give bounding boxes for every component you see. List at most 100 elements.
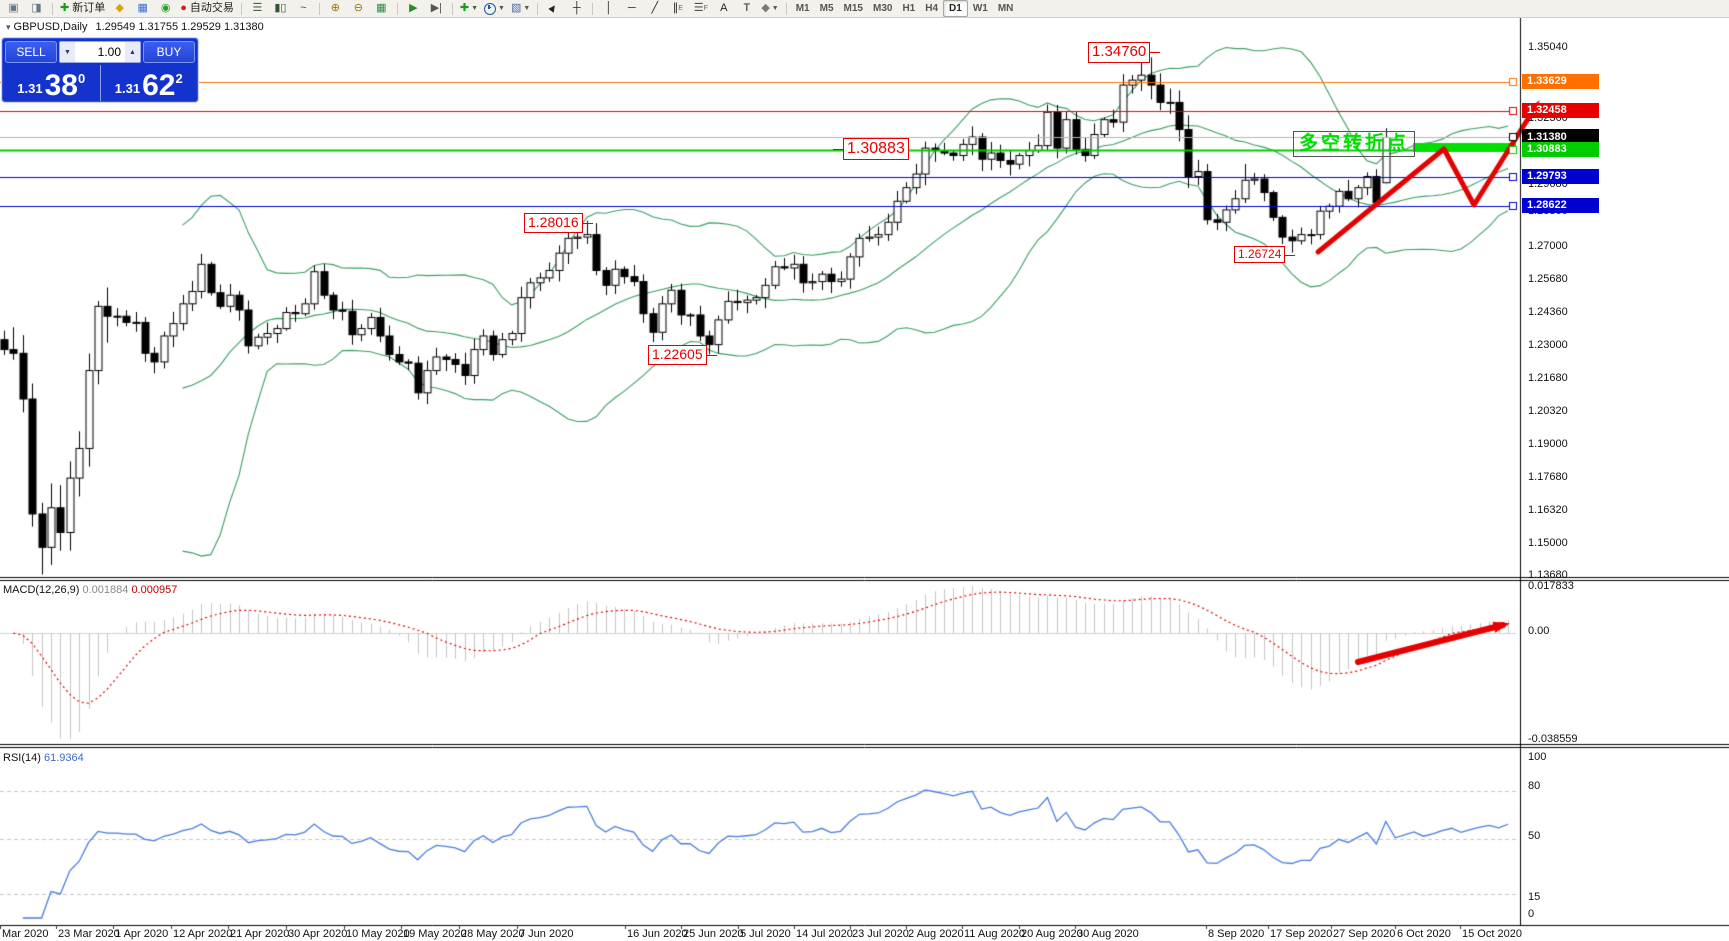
autotrading-label: 自动交易: [189, 2, 234, 14]
new-order-icon: ✚: [60, 2, 70, 14]
fibonacci-button[interactable]: ☰ F: [690, 1, 711, 16]
candlestick-chart-icon: ▮▯: [274, 2, 287, 14]
new-order-button[interactable]: ✚ 新订单: [58, 1, 107, 16]
zoom-out-icon: ⊖: [353, 2, 363, 14]
trendline-icon: ╱: [651, 2, 659, 14]
tile-windows-button[interactable]: ▦: [371, 1, 392, 16]
zoom-in-button[interactable]: ⊕: [325, 1, 346, 16]
text-button[interactable]: A: [713, 1, 734, 16]
templates-icon: ▧: [510, 2, 522, 14]
cursor-icon: ►: [545, 0, 562, 17]
chart-title: ▾ GBPUSD,Daily 1.29549 1.31755 1.29529 1.3…: [6, 21, 264, 33]
bar-chart-button[interactable]: ☰: [247, 1, 268, 16]
toolbar-separator: [592, 2, 594, 15]
volume-stepper: ▼ ▲: [59, 41, 141, 63]
templates-button[interactable]: ▧ ▼: [509, 1, 532, 16]
cursor-button[interactable]: ►: [543, 0, 564, 17]
zoom-in-icon: ⊕: [330, 2, 340, 14]
volume-input[interactable]: [75, 42, 125, 62]
buy-button[interactable]: BUY: [143, 41, 195, 63]
candlestick-chart-button[interactable]: ▮▯: [270, 1, 291, 16]
data-window-icon: ▦: [137, 2, 148, 14]
timeframe-m15-button[interactable]: M15: [843, 3, 863, 14]
equidistant-channel-icon: ∥: [672, 2, 679, 14]
periods-caret-icon: ▼: [498, 5, 505, 12]
timeframe-m5-button[interactable]: M5: [819, 3, 834, 14]
ask-price-big: 62: [142, 69, 176, 102]
bid-price-big: 38: [44, 69, 78, 102]
timeframe-w1-button[interactable]: W1: [972, 3, 988, 14]
crosshair-icon: ┼: [572, 2, 581, 14]
indicators-caret-icon: ▼: [471, 5, 479, 12]
toolbar-separator: [396, 2, 398, 15]
auto-scroll-icon: ▶: [409, 2, 418, 14]
equidistant-channel-sub: E: [678, 5, 683, 12]
toolbar-separator: [240, 2, 242, 15]
sell-button[interactable]: SELL: [5, 41, 57, 63]
trendline-button[interactable]: ╱: [644, 1, 665, 16]
toolbar-separator: [537, 2, 539, 15]
equidistant-channel-button[interactable]: ∥ E: [667, 1, 688, 16]
bid-price-sup: 0: [77, 71, 86, 86]
text-icon: A: [720, 2, 728, 14]
ask-price-sup: 2: [175, 71, 183, 86]
autotrading-icon: ●: [180, 2, 187, 14]
vertical-line-icon: │: [605, 2, 613, 14]
market-watch-button[interactable]: ◆: [109, 1, 130, 16]
horizontal-line-icon: ─: [627, 2, 636, 14]
shapes-caret-icon: ▼: [771, 5, 779, 12]
chart-symbol-period: GBPUSD,Daily: [13, 21, 88, 33]
toolbar-separator: [318, 2, 320, 15]
zoom-window-icon: ◨: [31, 2, 42, 14]
templates-caret-icon: ▼: [523, 5, 531, 12]
navigator-icon: ◉: [160, 2, 171, 14]
chart-window-icon: ▣: [8, 2, 19, 14]
line-chart-button[interactable]: ~: [293, 1, 314, 16]
chart-shift-button[interactable]: ▶|: [426, 1, 447, 16]
navigator-button[interactable]: ◉: [155, 1, 176, 16]
auto-scroll-button[interactable]: ▶: [403, 1, 424, 16]
timeframe-h4-button[interactable]: H4: [925, 3, 939, 14]
shapes-icon: ◆: [761, 2, 770, 14]
bar-chart-icon: ☰: [252, 2, 263, 14]
tile-windows-icon: ▦: [376, 2, 387, 14]
periods-icon: [484, 2, 497, 15]
timeframe-d1-button[interactable]: D1: [943, 0, 968, 17]
timeframe-m1-button[interactable]: M1: [795, 3, 810, 14]
toolbar-separator: [451, 2, 453, 15]
line-chart-icon: ~: [300, 2, 307, 14]
indicators-icon: ✚: [459, 2, 470, 14]
market-watch-icon: ◆: [115, 2, 124, 14]
timeframe-mn-button[interactable]: MN: [997, 3, 1014, 14]
crosshair-button[interactable]: ┼: [566, 1, 587, 16]
new-order-label: 新订单: [72, 2, 106, 14]
horizontal-line-button[interactable]: ─: [621, 1, 642, 16]
zoom-window-button[interactable]: ◨: [26, 1, 47, 16]
toolbar: ▣ ◨ ✚ 新订单 ◆ ▦ ◉ ● 自动交易 ☰ ▮▯ ~ ⊕ ⊖ ▦ ▶ ▶| ✚ ▼ ▼ ▧ ▼ ► ┼ │ ─ ╱ ∥ E ☰ F A T…: [0, 0, 1729, 18]
bid-price-small: 1.31: [17, 81, 43, 96]
chart-ohlc-values: 1.29549 1.31755 1.29529 1.31380: [95, 21, 264, 33]
fibonacci-sub: F: [703, 5, 708, 12]
shapes-button[interactable]: ◆ ▼: [759, 1, 780, 16]
chart-symbol-icon: ▾: [6, 22, 11, 32]
fibonacci-icon: ☰: [693, 2, 704, 14]
ask-price-small: 1.31: [114, 81, 141, 96]
volume-up-button[interactable]: ▲: [125, 42, 140, 62]
toolbar-separator: [52, 2, 53, 15]
autotrading-button[interactable]: ● 自动交易: [178, 1, 236, 16]
bid-price: 1.31 38 0: [3, 65, 101, 101]
volume-down-button[interactable]: ▼: [60, 42, 75, 62]
zoom-out-button[interactable]: ⊖: [348, 1, 369, 16]
text-label-icon: T: [743, 2, 751, 14]
one-click-trading-panel: SELL ▼ ▲ BUY 1.31 38 0 1.31 62 2: [2, 38, 198, 102]
toolbar-separator: [785, 2, 787, 15]
periods-button[interactable]: ▼: [482, 1, 507, 16]
data-window-button[interactable]: ▦: [132, 1, 153, 16]
vertical-line-button[interactable]: │: [598, 1, 619, 16]
timeframe-h1-button[interactable]: H1: [902, 3, 916, 14]
chart-window-button[interactable]: ▣: [3, 1, 24, 16]
timeframe-m30-button[interactable]: M30: [872, 3, 893, 14]
text-label-button[interactable]: T: [736, 1, 757, 16]
indicators-button[interactable]: ✚ ▼: [458, 1, 480, 16]
